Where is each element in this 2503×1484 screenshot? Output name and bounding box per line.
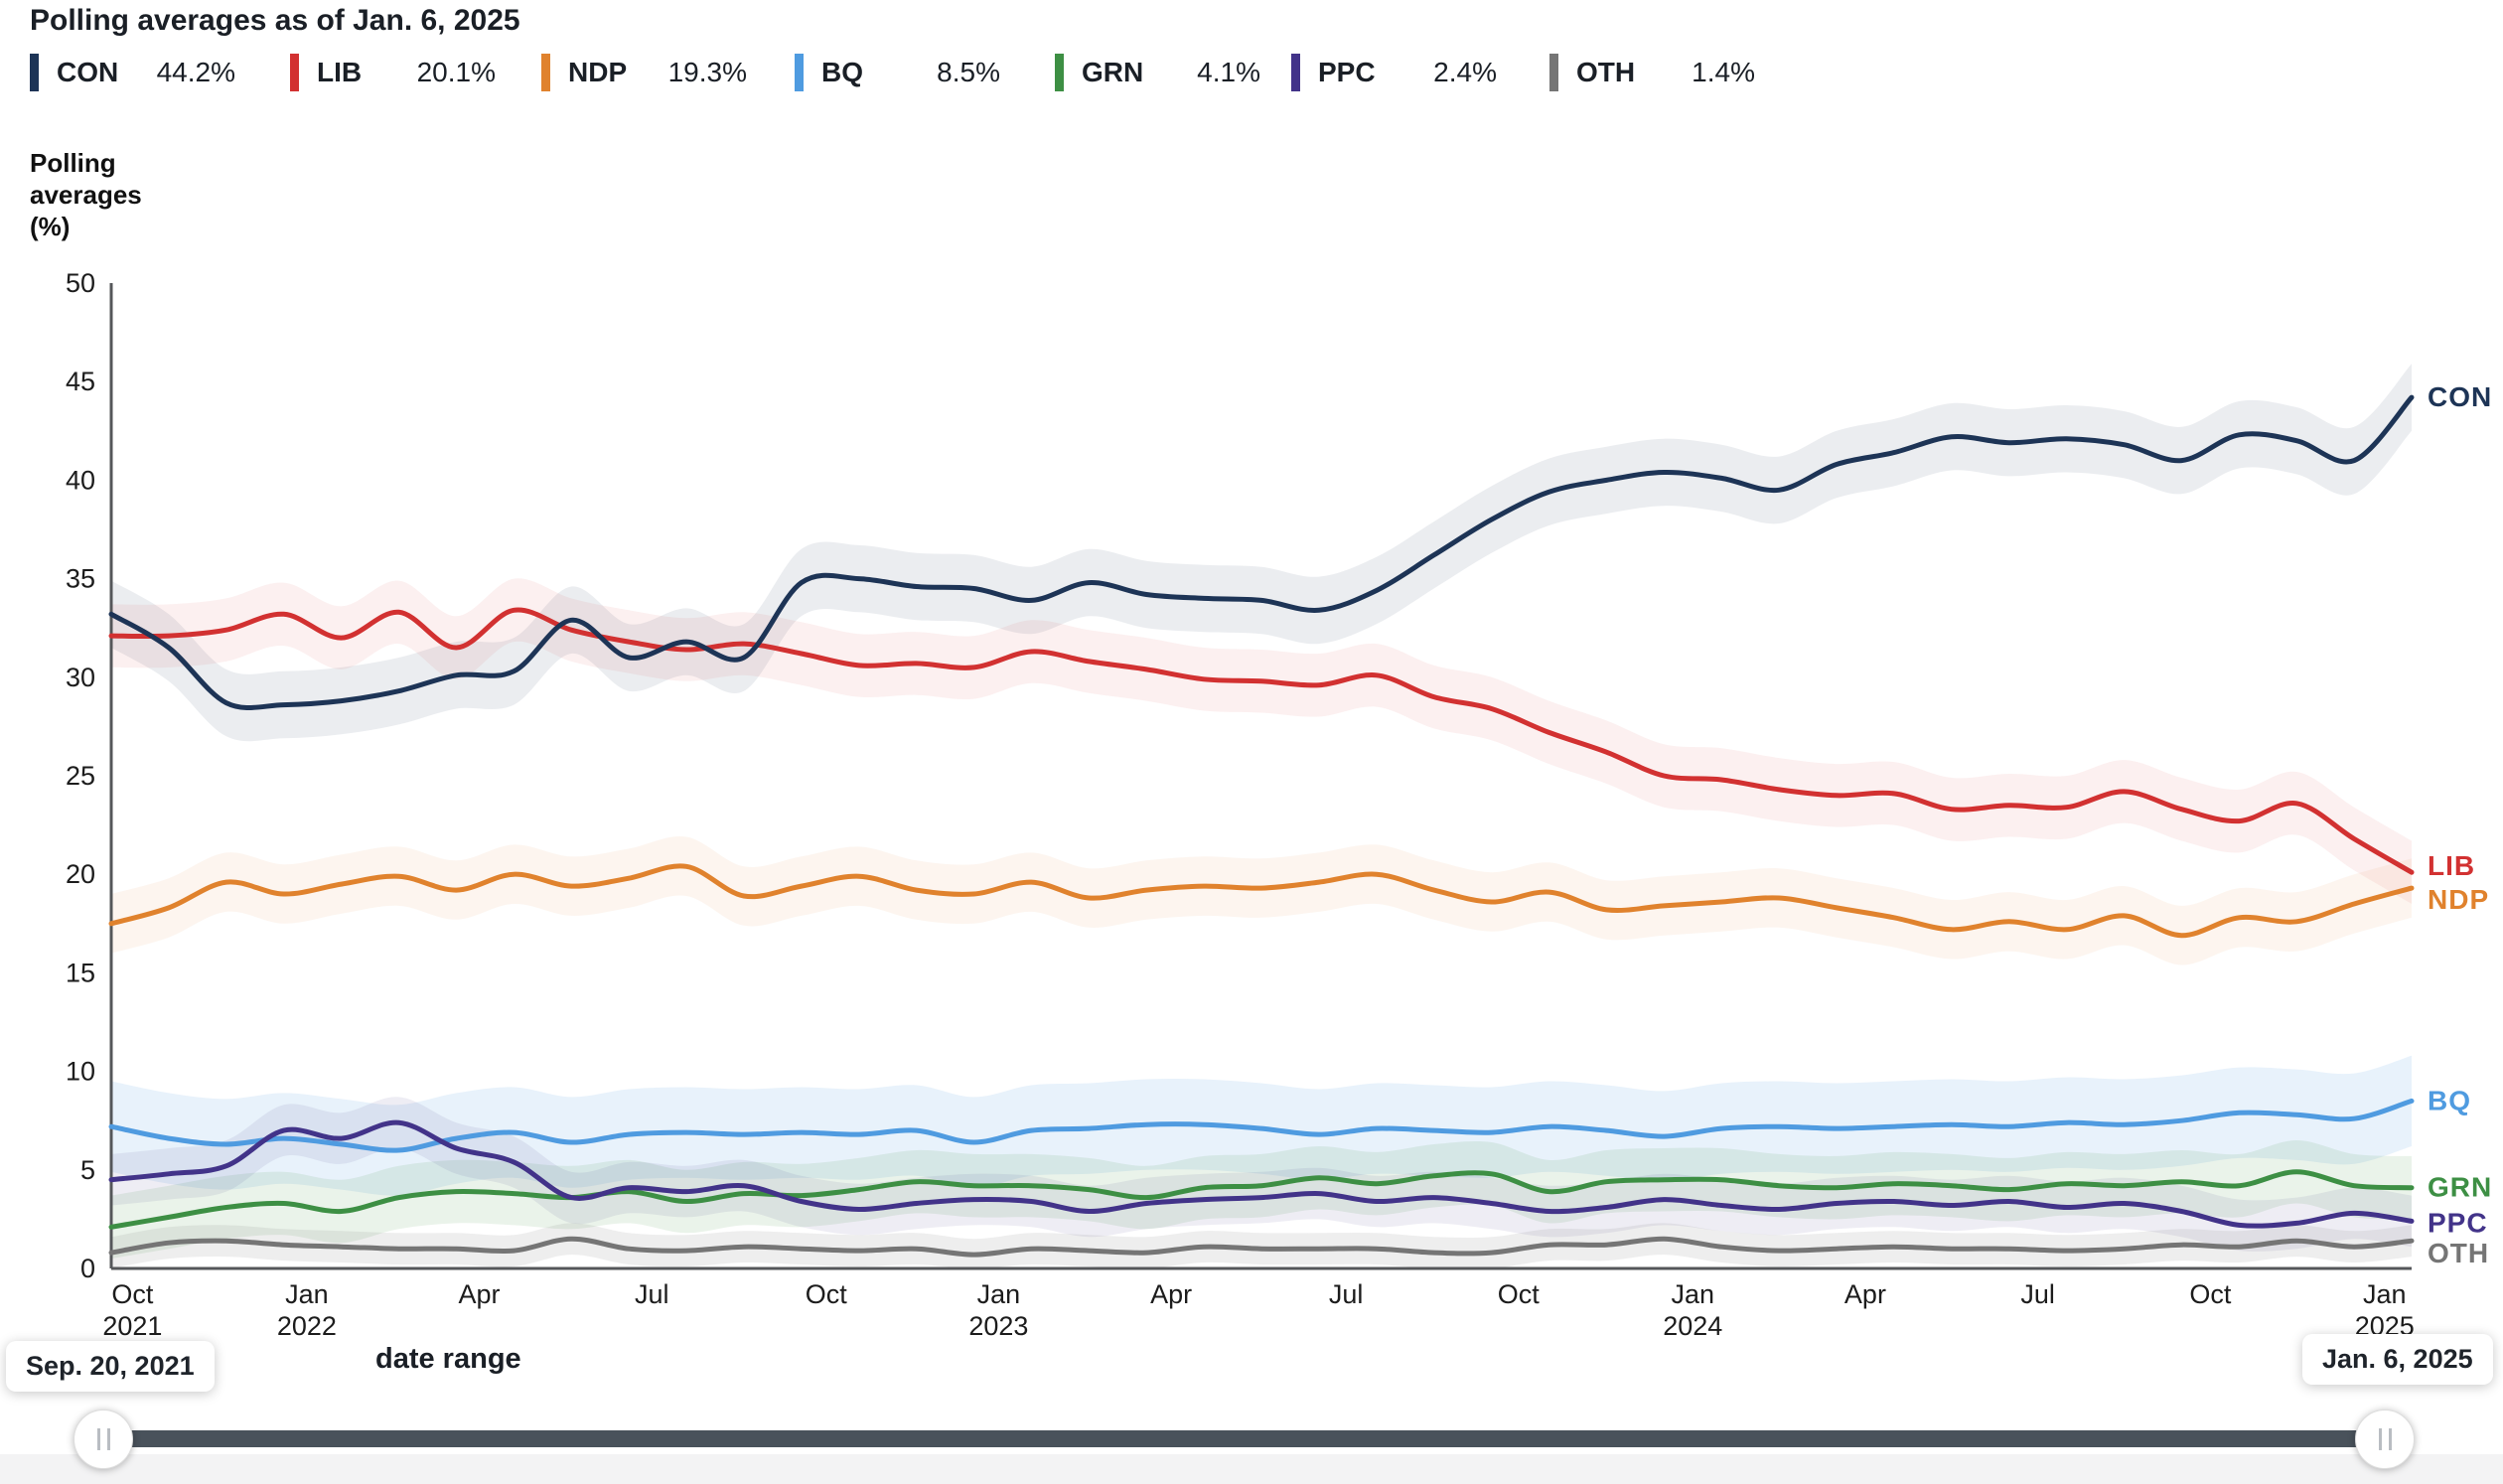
- series-line-ndp: [108, 863, 2415, 939]
- legend-party-name: CON: [57, 57, 119, 87]
- page-title: Polling averages as of Jan. 6, 2025: [30, 4, 520, 37]
- date-range-start-tooltip: Sep. 20, 2021: [6, 1341, 215, 1392]
- page-footer-strip: [0, 1454, 2503, 1484]
- legend-party-value: 8.5%: [937, 57, 1000, 87]
- y-tick-label: 15: [66, 958, 95, 987]
- y-tick-label: 25: [66, 761, 95, 791]
- handle-grip-icon: [106, 1428, 110, 1450]
- x-tick-label: Oct: [111, 1279, 154, 1309]
- series-end-label-oth: OTH: [2428, 1238, 2489, 1268]
- y-tick-label: 5: [80, 1155, 95, 1185]
- series-band-ppc: [111, 1097, 2412, 1252]
- legend-item-ppc: PPC 2.4%: [1291, 52, 1497, 93]
- oth-color-swatch: [1549, 54, 1558, 91]
- y-tick-label: 50: [66, 268, 95, 298]
- legend-party-value: 20.1%: [416, 57, 496, 87]
- series-band-oth: [111, 1223, 2412, 1269]
- y-tick-label: 40: [66, 465, 95, 495]
- series-end-label-ndp: NDP: [2428, 884, 2489, 915]
- legend-party-name: NDP: [568, 57, 628, 87]
- series-line-bq: [108, 1098, 2415, 1153]
- series-end-label-con: CON: [2428, 381, 2492, 412]
- legend-party-name: BQ: [821, 57, 863, 87]
- x-tick-label: Jan: [977, 1279, 1021, 1309]
- series-end-label-grn: GRN: [2428, 1172, 2492, 1203]
- legend-item-grn: GRN 4.1%: [1055, 52, 1260, 93]
- date-range-label: date range: [375, 1343, 521, 1375]
- ndp-color-swatch: [541, 54, 550, 91]
- handle-grip-icon: [2388, 1428, 2392, 1450]
- legend-item-lib: LIB 20.1%: [290, 52, 496, 93]
- x-tick-label: Jul: [2020, 1279, 2055, 1309]
- x-tick-label-year: 2024: [1663, 1311, 1722, 1341]
- series-end-label-ppc: PPC: [2428, 1207, 2488, 1238]
- legend-party-name: GRN: [1082, 57, 1144, 87]
- y-axis-title-line3: (%): [30, 212, 71, 241]
- x-tick-label: Jul: [635, 1279, 669, 1309]
- y-tick-label: 0: [80, 1254, 95, 1283]
- series-band-bq: [111, 1055, 2412, 1196]
- legend-item-oth: OTH 1.4%: [1549, 52, 1755, 93]
- legend-party-name: LIB: [317, 57, 363, 87]
- date-range-start-handle[interactable]: [74, 1410, 133, 1469]
- x-tick-label: Oct: [2189, 1279, 2232, 1309]
- date-range-end-tooltip: Jan. 6, 2025: [2302, 1334, 2493, 1385]
- y-axis-title: Polling averages (%): [30, 147, 142, 242]
- legend-item-con: CON 44.2%: [30, 52, 235, 93]
- bq-color-swatch: [795, 54, 804, 91]
- x-tick-label: Oct: [1498, 1279, 1541, 1309]
- legend-item-bq: BQ 8.5%: [795, 52, 1000, 93]
- x-tick-label: Apr: [1844, 1279, 1886, 1309]
- date-range-slider-track[interactable]: [99, 1430, 2386, 1447]
- x-tick-label: Jul: [1329, 1279, 1364, 1309]
- legend-party-value: 4.1%: [1197, 57, 1260, 87]
- lib-color-swatch: [290, 54, 299, 91]
- handle-grip-icon: [96, 1428, 100, 1450]
- y-tick-label: 45: [66, 367, 95, 396]
- x-tick-label: Apr: [459, 1279, 501, 1309]
- series-end-label-bq: BQ: [2428, 1085, 2471, 1115]
- legend-party-name: OTH: [1576, 57, 1636, 87]
- series-band-con: [111, 364, 2412, 742]
- series-line-con: [108, 394, 2415, 711]
- ppc-color-swatch: [1291, 54, 1300, 91]
- series-end-label-lib: LIB: [2428, 850, 2475, 881]
- x-tick-label: Jan: [285, 1279, 329, 1309]
- series-line-lib: [108, 607, 2415, 875]
- series-line-ppc: [108, 1119, 2415, 1229]
- legend-party-value: 1.4%: [1692, 57, 1755, 87]
- legend-party-value: 19.3%: [667, 57, 747, 87]
- series-line-grn: [108, 1169, 2415, 1230]
- handle-grip-icon: [2378, 1428, 2382, 1450]
- series-band-lib: [111, 578, 2412, 904]
- x-tick-label-year: 2023: [968, 1311, 1028, 1341]
- grn-color-swatch: [1055, 54, 1064, 91]
- series-line-oth: [108, 1236, 2415, 1258]
- y-tick-label: 10: [66, 1057, 95, 1087]
- y-tick-label: 20: [66, 859, 95, 889]
- legend-party-value: 2.4%: [1433, 57, 1497, 87]
- x-tick-label: Jan: [2363, 1279, 2407, 1309]
- date-range-end-handle[interactable]: [2355, 1410, 2415, 1469]
- y-axis-title-line1: Polling: [30, 148, 116, 178]
- y-axis-title-line2: averages: [30, 180, 142, 210]
- x-tick-label: Oct: [806, 1279, 848, 1309]
- x-tick-label-year: 2022: [277, 1311, 337, 1341]
- x-tick-label: Jan: [1671, 1279, 1714, 1309]
- y-tick-label: 35: [66, 564, 95, 594]
- y-tick-label: 30: [66, 663, 95, 692]
- x-tick-label: Apr: [1150, 1279, 1192, 1309]
- legend-party-value: 44.2%: [156, 57, 235, 87]
- series-band-ndp: [111, 836, 2412, 965]
- x-tick-label-year: 2021: [102, 1311, 162, 1341]
- legend-party-name: PPC: [1318, 57, 1376, 87]
- legend-item-ndp: NDP 19.3%: [541, 52, 747, 93]
- con-color-swatch: [30, 54, 39, 91]
